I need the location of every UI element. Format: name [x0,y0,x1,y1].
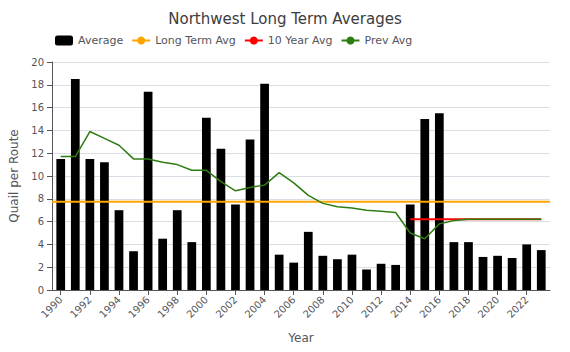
svg-text:2006: 2006 [272,294,298,320]
svg-text:20: 20 [31,57,44,68]
svg-text:4: 4 [38,239,44,250]
svg-text:0: 0 [38,285,44,296]
svg-text:1994: 1994 [97,294,123,320]
svg-text:2: 2 [38,262,44,273]
svg-text:1990: 1990 [39,294,65,320]
svg-text:2008: 2008 [301,294,327,320]
svg-text:1998: 1998 [155,294,181,320]
svg-text:2022: 2022 [505,294,531,320]
svg-text:16: 16 [31,102,44,113]
svg-text:Prev Avg: Prev Avg [364,34,412,47]
svg-text:2012: 2012 [359,294,385,320]
svg-text:Quail per Route: Quail per Route [7,129,21,222]
svg-text:1992: 1992 [68,294,94,320]
svg-text:18: 18 [31,79,44,90]
svg-text:2016: 2016 [417,294,443,320]
svg-text:2014: 2014 [388,294,414,320]
svg-text:Long Term Avg: Long Term Avg [155,34,236,47]
svg-text:2004: 2004 [243,294,269,320]
svg-text:14: 14 [31,125,44,136]
svg-text:6: 6 [38,216,44,227]
svg-text:Average: Average [78,34,123,47]
svg-text:Year: Year [287,331,313,345]
svg-text:1996: 1996 [126,294,152,320]
svg-text:2018: 2018 [447,294,473,320]
svg-text:10: 10 [31,171,44,182]
svg-text:Northwest Long Term Averages: Northwest Long Term Averages [168,10,402,28]
svg-text:2010: 2010 [330,294,356,320]
svg-text:12: 12 [31,148,44,159]
svg-text:10 Year Avg: 10 Year Avg [268,34,333,47]
svg-text:8: 8 [38,193,44,204]
svg-text:2002: 2002 [214,294,240,320]
svg-text:2000: 2000 [184,294,210,320]
svg-text:2020: 2020 [476,294,502,320]
